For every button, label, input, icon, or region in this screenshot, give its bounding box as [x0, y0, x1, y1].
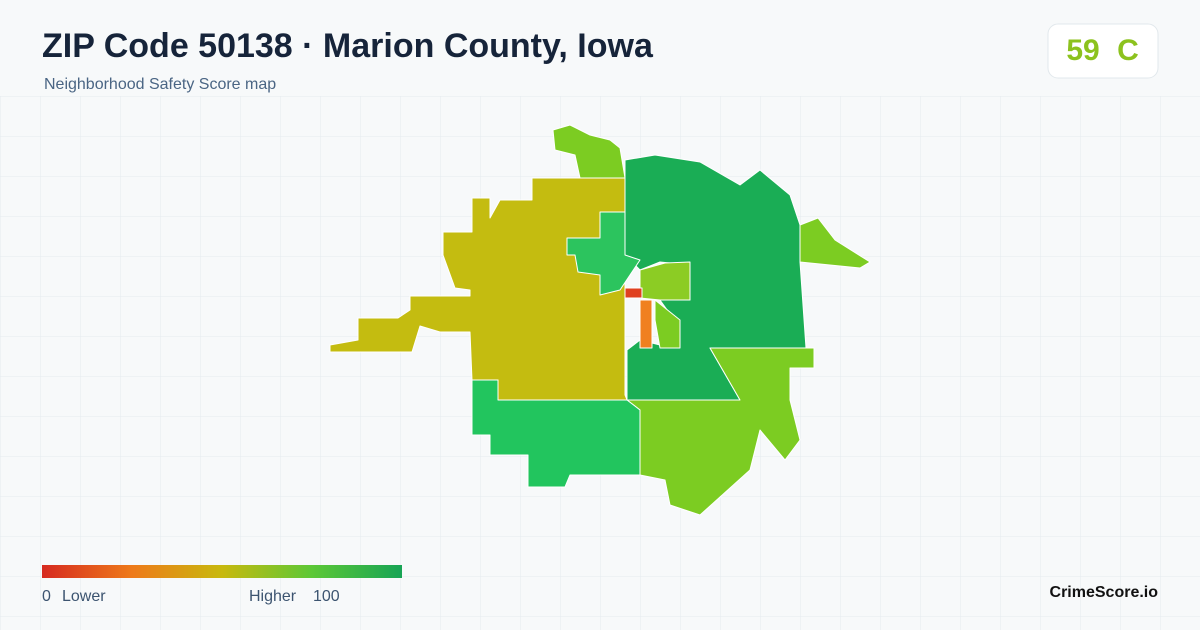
area [552, 124, 626, 179]
area [639, 299, 653, 349]
area [566, 211, 641, 296]
legend-min: 0 [42, 588, 51, 605]
area [654, 299, 681, 349]
score-value: 59 [1066, 34, 1099, 67]
score-grade: C [1117, 34, 1139, 67]
legend-min-label: Lower [62, 588, 106, 605]
legend-max-label: Higher [249, 588, 297, 605]
brand: CrimeScore.io [1050, 584, 1159, 601]
legend-max: 100 [313, 588, 340, 605]
area [626, 347, 815, 516]
subtitle: Neighborhood Safety Score map [44, 76, 276, 93]
area [471, 379, 641, 488]
legend-ramp [42, 565, 402, 578]
map [329, 124, 871, 516]
area [624, 287, 643, 299]
area [329, 177, 628, 401]
title: ZIP Code 50138 · Marion County, Iowa [42, 27, 654, 65]
score-badge [1047, 23, 1159, 79]
area [799, 217, 871, 269]
area [639, 261, 691, 301]
